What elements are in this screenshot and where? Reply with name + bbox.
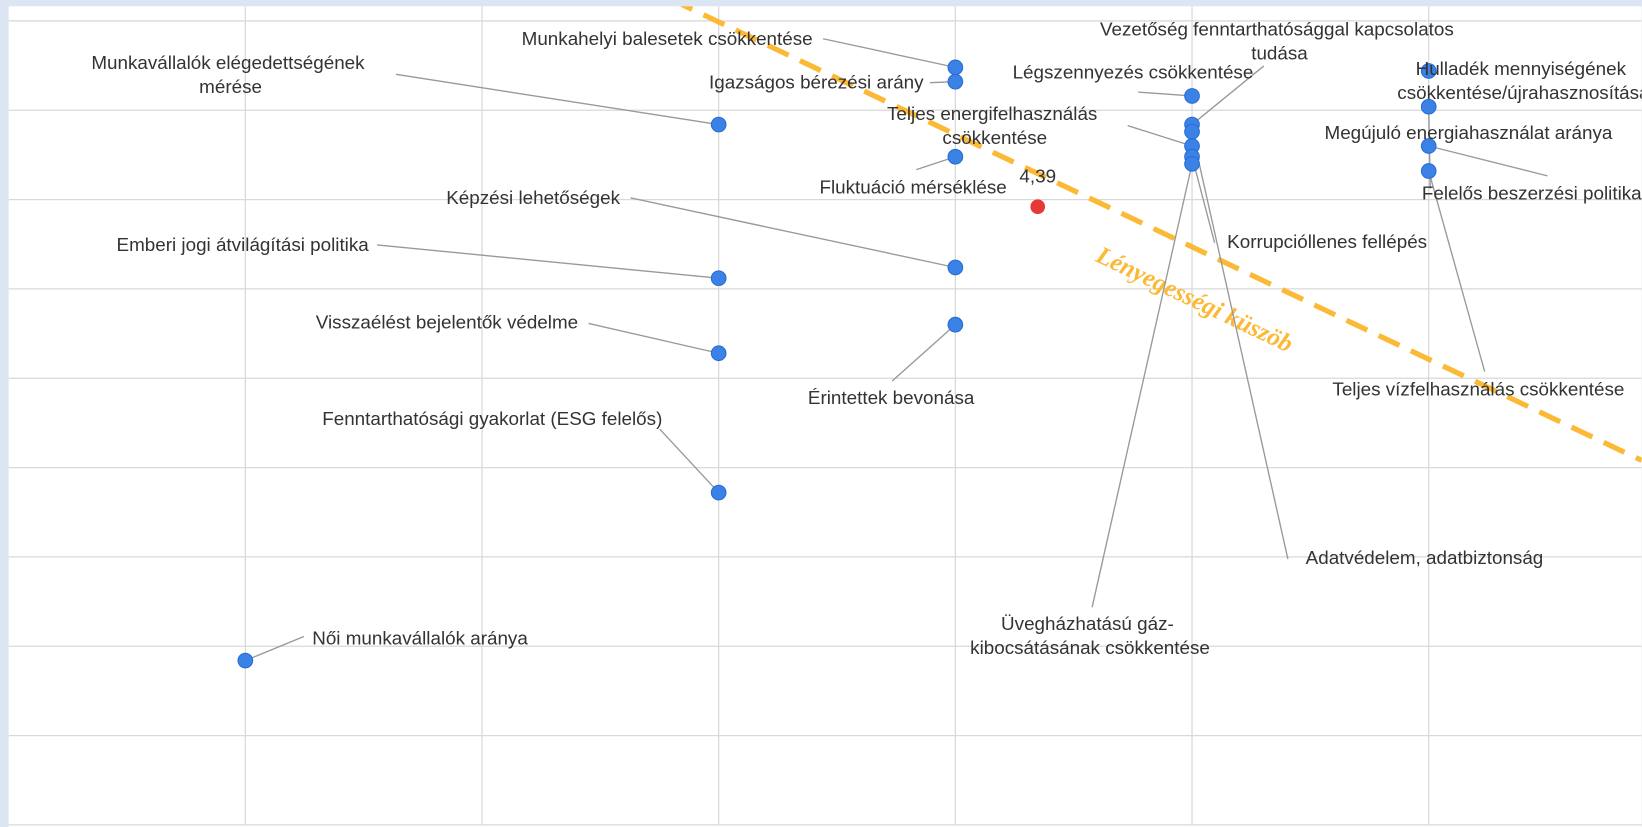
point xyxy=(237,652,254,669)
point-label: Igazságos bérezési arány xyxy=(709,72,924,93)
point xyxy=(710,116,727,133)
point-label: Visszaélést bejelentők védelme xyxy=(316,311,578,332)
point-label: Adatvédelem, adatbiztonság xyxy=(1306,547,1544,568)
point-label: Vezetőség fenntarthatósággal kapcsolatos… xyxy=(1100,18,1459,63)
point xyxy=(947,73,964,90)
leader-line xyxy=(822,38,956,69)
point-label: Munkavállalók elégedettségének mérése xyxy=(91,52,369,97)
point xyxy=(710,345,727,362)
point xyxy=(1420,98,1437,115)
leader-line xyxy=(1191,65,1265,126)
leader-line xyxy=(1191,156,1216,244)
point-label: Teljes energifelhasználás csökkentése xyxy=(887,103,1103,148)
point-label: Teljes vízfelhasználás csökkentése xyxy=(1332,378,1624,399)
point xyxy=(710,270,727,287)
leader-line xyxy=(245,635,305,662)
point xyxy=(1420,138,1437,154)
point xyxy=(947,259,964,276)
leader-line xyxy=(588,322,719,354)
point-label: Női munkavállalók aránya xyxy=(312,628,528,649)
point-label: Fenntarthatósági gyakorlat (ESG felelős) xyxy=(322,408,662,429)
leader-line xyxy=(1428,170,1486,372)
leader-line xyxy=(395,73,719,126)
mean-label: 4,39 xyxy=(1019,165,1056,186)
leader-line xyxy=(659,428,720,494)
point xyxy=(1184,156,1200,172)
point xyxy=(1420,163,1437,179)
plot-area xyxy=(8,6,1642,827)
leader-line xyxy=(377,244,719,279)
point xyxy=(947,316,964,333)
point xyxy=(947,148,964,165)
leader-line xyxy=(1127,124,1193,147)
mean-point xyxy=(1030,199,1046,215)
leader-line xyxy=(891,324,956,382)
leader-line xyxy=(1091,163,1193,608)
point-label: Hulladék mennyiségének csökkentése/újrah… xyxy=(1397,58,1642,103)
point xyxy=(1184,88,1200,104)
point xyxy=(1184,123,1200,140)
point-label: Képzési lehetőségek xyxy=(446,187,620,208)
point-label: Fluktuáció mérséklése xyxy=(819,176,1006,197)
leader-line xyxy=(1191,131,1289,560)
leader-line xyxy=(1428,145,1548,177)
point-label: Megújuló energiahasználat aránya xyxy=(1325,122,1613,143)
point-label: Felelős beszerzési politika xyxy=(1422,183,1642,204)
threshold-line xyxy=(679,6,1642,463)
point-label: Emberi jogi átvilágítási politika xyxy=(117,234,370,255)
point xyxy=(1420,63,1437,79)
leader-line xyxy=(1138,91,1193,97)
point xyxy=(947,59,964,76)
point-label: Érintettek bevonása xyxy=(808,387,975,408)
point-label: Üvegházhatású gáz- kibocsátásának csökke… xyxy=(970,613,1210,658)
point-label: Légszennyezés csökkentése xyxy=(1013,61,1254,82)
point-label: Munkahelyi balesetek csökkentése xyxy=(522,28,813,49)
point-label: Korrupcióllenes fellépés xyxy=(1227,231,1427,252)
point xyxy=(710,484,727,501)
leader-line xyxy=(630,197,956,269)
